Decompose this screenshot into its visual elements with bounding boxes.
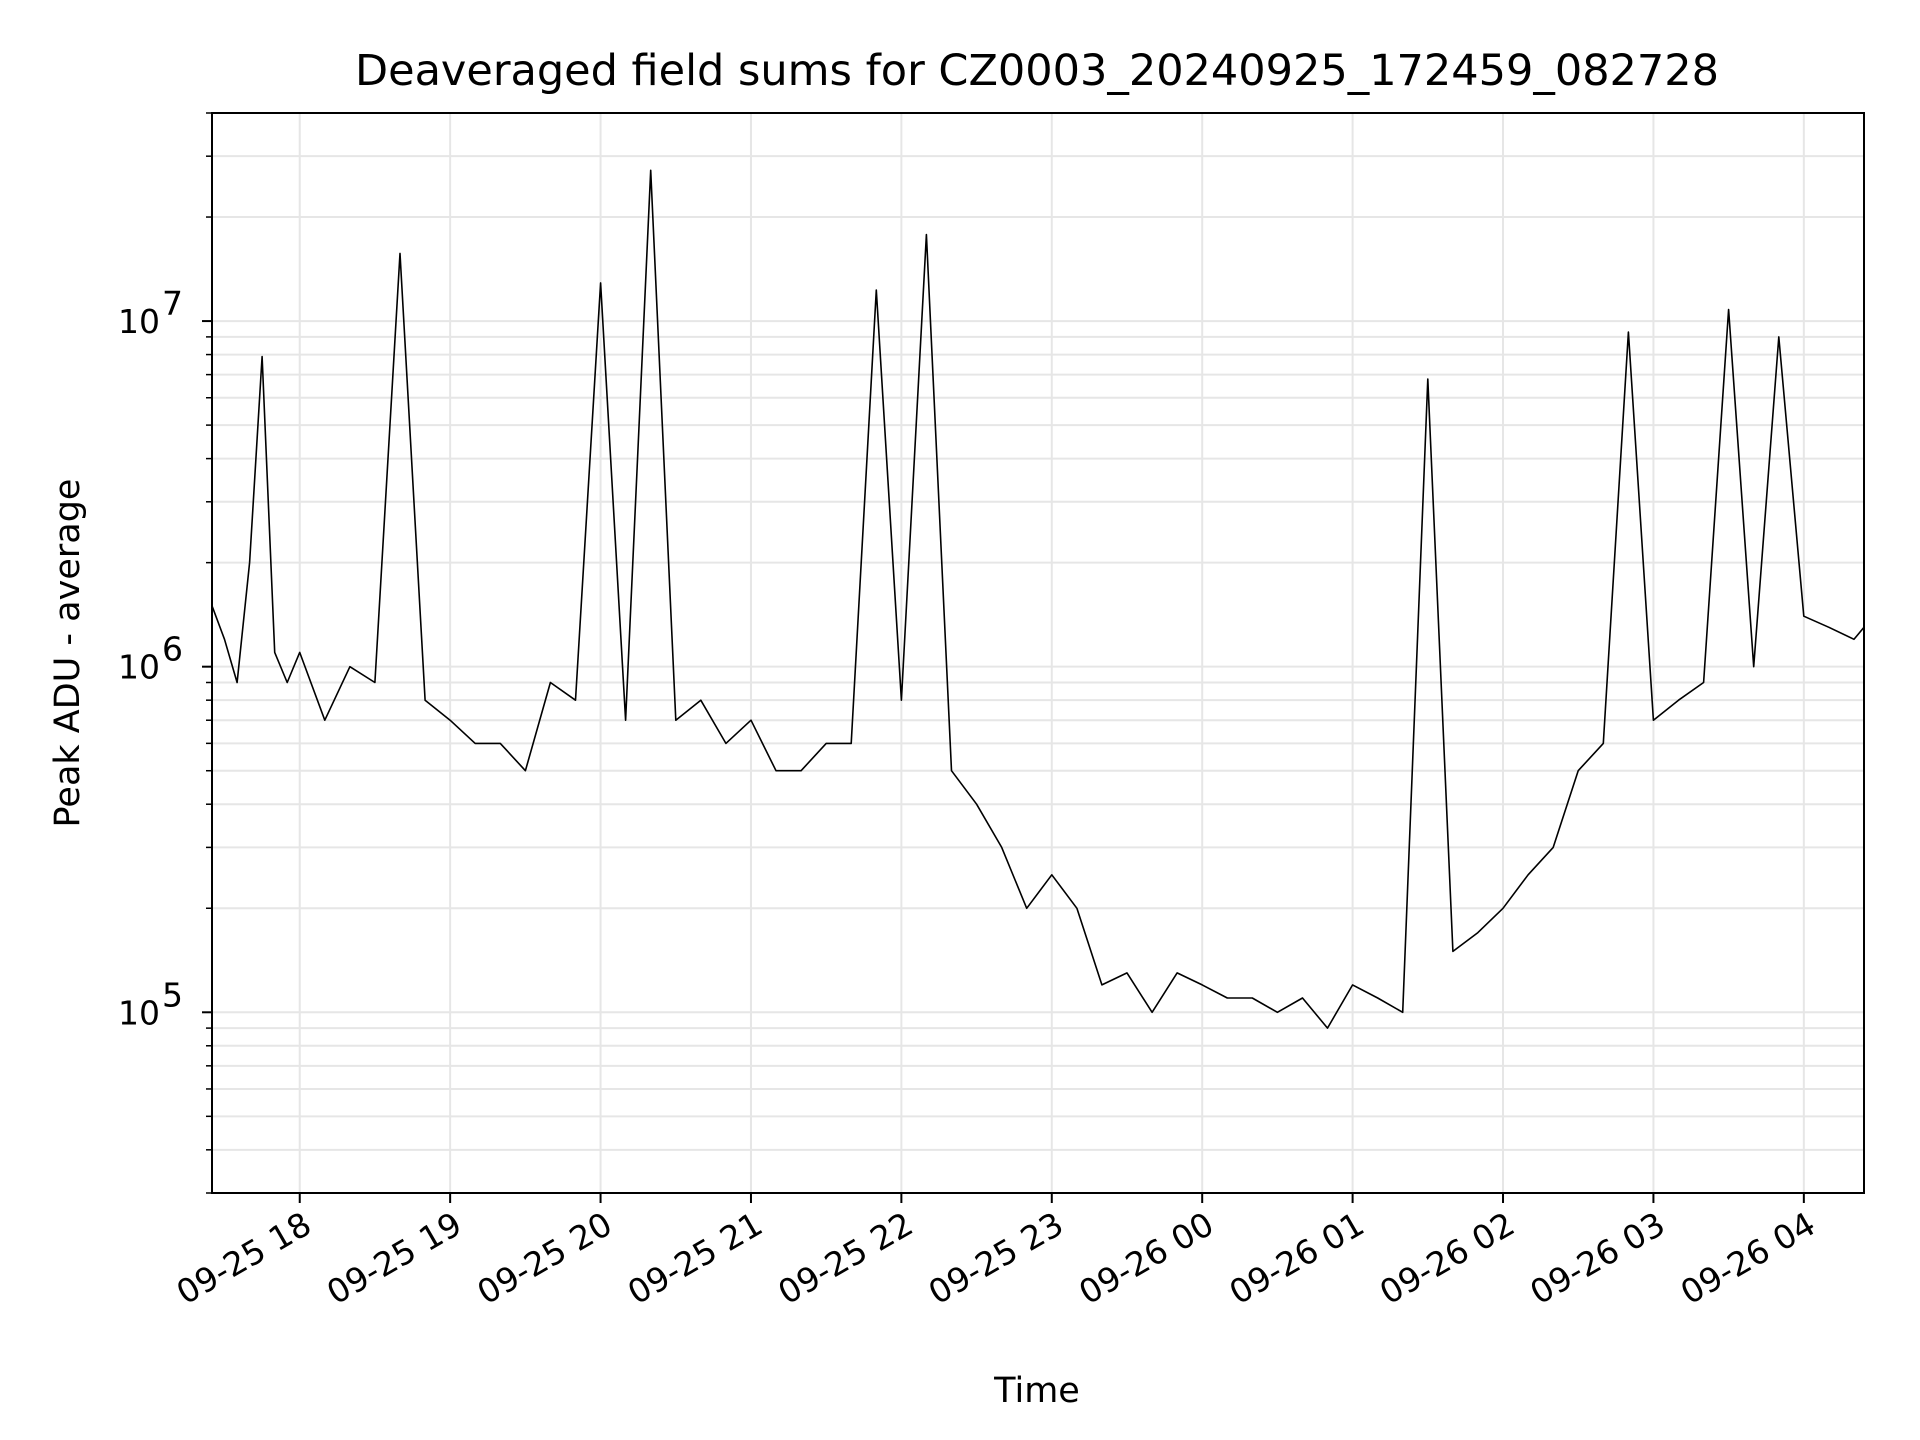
data-line-layer (211, 169, 1865, 1029)
y-tick-label: 10 (118, 993, 160, 1032)
grid-lines (212, 112, 1864, 1194)
x-axis-title: Time (993, 1371, 1080, 1411)
y-tick-exponent: 5 (162, 975, 183, 1014)
y-tick-exponent: 7 (162, 284, 183, 323)
chart-title: Deaveraged field sums for CZ0003_2024092… (355, 46, 1719, 96)
y-tick-exponent: 6 (162, 630, 183, 669)
plot-frame (211, 112, 1865, 1194)
y-axis-title: Peak ADU - average (48, 479, 88, 828)
y-tick-label: 10 (118, 302, 160, 341)
y-tick-label: 10 (118, 648, 160, 687)
data-series-line (211, 169, 1865, 1029)
